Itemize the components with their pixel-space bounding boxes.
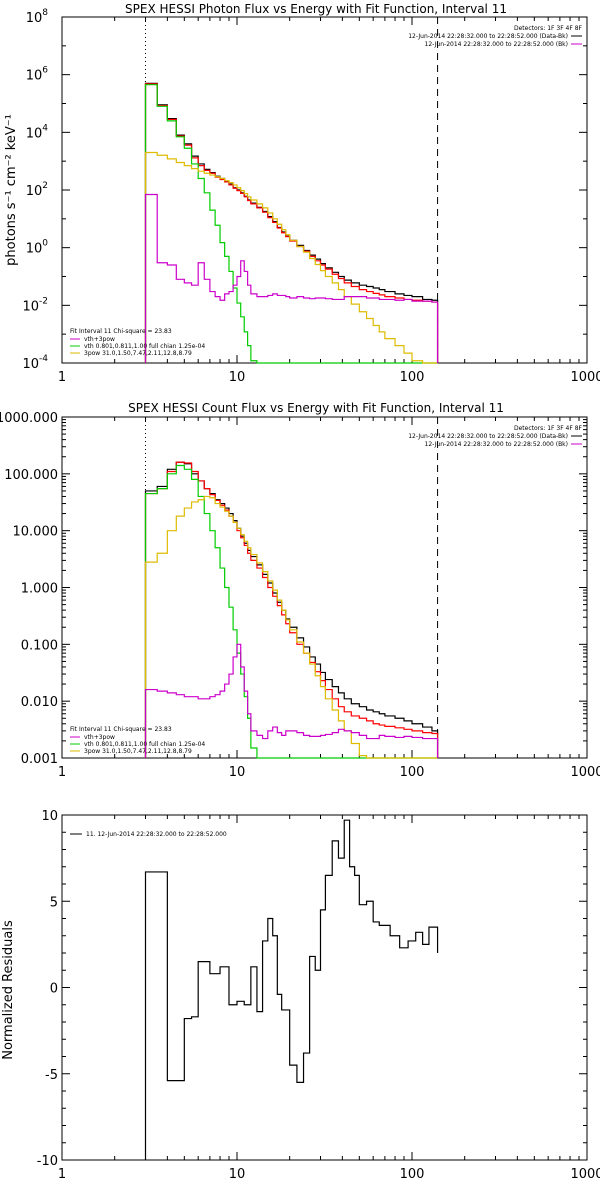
photon-legend-bk: 12-Jun-2014 22:28:32.000 to 22:28:52.000… (425, 41, 568, 48)
count-legend-detectors: Detectors: 1F 3F 4F 8F (514, 425, 583, 432)
residuals-xtick-label: 100 (400, 1167, 425, 1182)
count-series-2 (144, 464, 438, 759)
count-series (144, 461, 439, 759)
residuals-ytick-label: 0 (50, 982, 58, 997)
count-legend-vth: vth 0.801,0.811,1.00 full chian 1.25e-04 (84, 741, 205, 748)
photon-legend-bottom: Fit Interval 11 Chi-square = 23.83 vth+3… (70, 328, 205, 357)
photon-series-4 (144, 193, 439, 363)
photon-legend-top: Detectors: 1F 3F 4F 8F 12-Jun-2014 22:28… (408, 25, 582, 48)
residuals-panel: 1 10 100 1000 -10 -5 0 5 10 Normalized Residuals… (1, 809, 600, 1182)
residuals-xtick-label: 10 (229, 1167, 246, 1182)
count-legend-top: Detectors: 1F 3F 4F 8F 12-Jun-2014 22:28… (408, 425, 582, 448)
count-xtick-label: 100 (400, 765, 425, 780)
residuals-ylabel: Normalized Residuals (1, 920, 16, 1060)
count-ytick-label: 1.000 (21, 582, 58, 597)
residuals-xtick-label: 1000 (570, 1167, 600, 1182)
count-title: SPEX HESSI Count Flux vs Energy with Fit… (128, 401, 504, 415)
residuals-ytick-label: -10 (37, 1154, 58, 1169)
count-series-1 (144, 461, 439, 758)
photon-ytick-exponent: 2 (42, 181, 48, 191)
photon-legend-vth: vth 0.801,0.811,1.00 full chian 1.25e-04 (84, 343, 205, 350)
residuals-series-0 (144, 819, 439, 1160)
photon-series-3 (144, 151, 438, 364)
photon-xtick-label: 1000 (570, 370, 600, 385)
photon-panel: SPEX HESSI Photon Flux vs Energy with Fi… (4, 2, 600, 385)
photon-legend-vth3pow: vth+3pow (84, 336, 115, 343)
count-ytick-label: 100.000 (4, 468, 58, 483)
count-xtick-label: 10 (229, 765, 246, 780)
photon-ytick-exponent: 4 (42, 123, 48, 133)
count-ytick-label: 1000.000 (0, 411, 58, 426)
photon-xtick-label: 10 (229, 370, 246, 385)
residuals-axis-ticks: 1 10 100 1000 -10 -5 0 5 10 (37, 809, 600, 1182)
residuals-ytick-label: 5 (50, 895, 58, 910)
residuals-ytick-label: -5 (45, 1068, 58, 1083)
count-legend-vth3pow: vth+3pow (84, 734, 115, 741)
count-xtick-label: 1 (58, 765, 66, 780)
count-ytick-label: 0.001 (21, 752, 58, 767)
photon-series-1 (144, 83, 439, 363)
photon-legend-3pow: 3pow 31.0,1.50,7.47,2.11,12.8,8.79 (84, 350, 192, 357)
photon-series (144, 82, 439, 364)
photon-legend-fit: Fit Interval 11 Chi-square = 23.83 (70, 328, 172, 335)
residuals-ytick-label: 10 (41, 809, 58, 824)
count-legend-fit: Fit Interval 11 Chi-square = 23.83 (70, 726, 172, 733)
photon-ytick-exponent: -4 (39, 354, 48, 364)
residuals-xtick-label: 1 (58, 1167, 66, 1182)
photon-xtick-label: 1 (58, 370, 66, 385)
count-ytick-label: 0.010 (21, 695, 58, 710)
photon-legend-data-bk: 12-Jun-2014 22:28:32.000 to 22:28:52.000… (408, 33, 568, 40)
count-ytick-label: 0.100 (21, 638, 58, 653)
count-legend-data-bk: 12-Jun-2014 22:28:32.000 to 22:28:52.000… (408, 433, 568, 440)
count-xtick-label: 1000 (570, 765, 600, 780)
count-legend-bk: 12-Jun-2014 22:28:32.000 to 22:28:52.000… (425, 441, 568, 448)
photon-xtick-label: 100 (400, 370, 425, 385)
count-legend-bottom: Fit Interval 11 Chi-square = 23.83 vth+3… (70, 726, 205, 755)
photon-ytick-exponent: 8 (42, 8, 48, 18)
photon-ytick-exponent: 6 (42, 66, 48, 76)
photon-ylabel: photons s⁻¹ cm⁻² keV⁻¹ (4, 114, 19, 266)
photon-series-2 (144, 84, 438, 364)
photon-title: SPEX HESSI Photon Flux vs Energy with Fi… (125, 2, 507, 16)
residuals-legend: 11. 12-Jun-2014 22:28:32.000 to 22:28:52… (86, 831, 227, 838)
count-panel: SPEX HESSI Count Flux vs Energy with Fit… (0, 401, 600, 780)
count-series-4 (144, 643, 439, 758)
residuals-series (144, 819, 439, 1160)
count-ytick-label: 10.000 (13, 525, 59, 540)
count-axis-ticks: 1 10 100 1000 0.001 0.010 0.100 1.000 10.000 100.… (0, 411, 600, 780)
photon-ytick-exponent: 0 (42, 239, 48, 249)
photon-ytick-exponent: -2 (39, 296, 48, 306)
photon-legend-detectors: Detectors: 1F 3F 4F 8F (514, 25, 583, 32)
count-legend-3pow: 3pow 31.0,1.50,7.47,2.11,12.8,8.79 (84, 748, 192, 755)
